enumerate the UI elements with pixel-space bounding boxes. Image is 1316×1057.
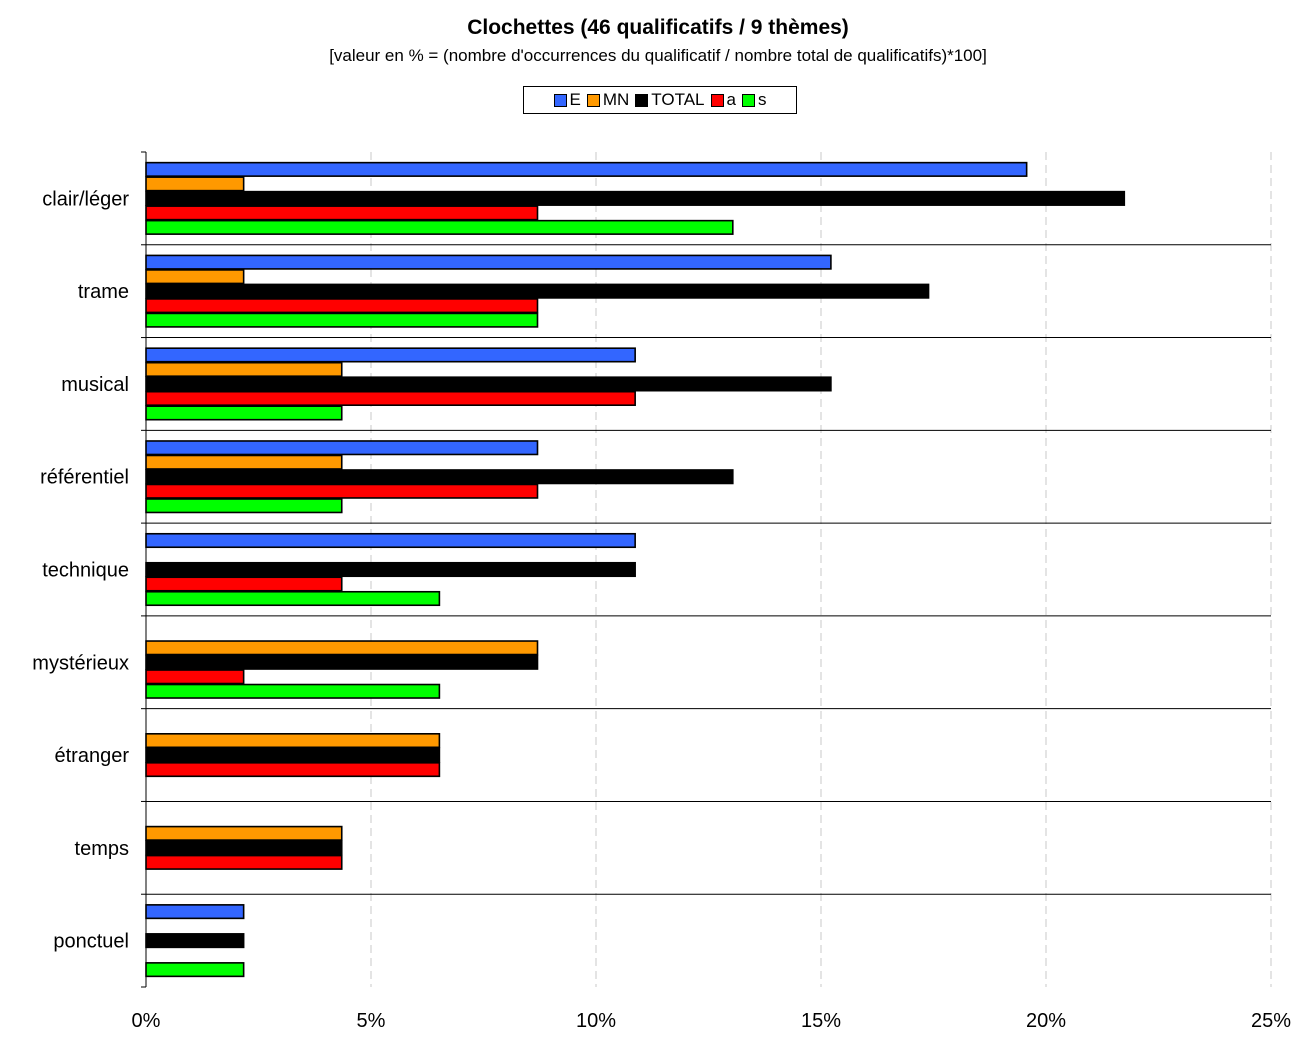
bar-mn-0 [145,176,245,192]
legend-item-total: TOTAL [635,90,705,110]
bar-e-4 [145,532,636,549]
bar-e-8 [145,904,245,920]
bar-total-6 [145,747,441,763]
bar-total-3 [145,469,734,485]
bar-e-0 [145,161,1028,177]
chart-title: Clochettes (46 qualificatifs / 9 thèmes) [467,16,849,39]
category-label: référentiel [40,467,129,489]
legend-item-e: E [553,90,581,110]
bar-a-2 [145,390,636,406]
bar-e-3 [145,440,539,456]
x-tick-label: 5% [357,1010,386,1032]
bar-mn-5 [145,640,539,656]
bar-s-5 [145,683,441,699]
bar-mn-2 [145,361,343,377]
legend-label-mn: MN [602,90,630,109]
bar-s-1 [145,312,539,328]
bar-total-5 [145,654,539,670]
category-label: trame [78,281,129,303]
bar-total-2 [145,376,832,392]
bar-a-6 [145,762,441,778]
legend-swatch-total [635,93,649,107]
bar-s-4 [145,590,441,607]
bar-mn-1 [145,269,245,285]
x-tick-label: 25% [1251,1010,1291,1032]
bar-total-0 [145,190,1126,206]
legend-swatch-e [553,93,567,107]
category-label: temps [75,838,129,860]
category-label: mystérieux [32,652,129,674]
legend-label-e: E [569,90,581,109]
bar-total-1 [145,283,930,299]
legend-item-mn: MN [586,90,630,110]
legend-item-s: s [741,90,767,110]
legend-label-a: a [726,90,736,109]
category-label: clair/léger [42,188,129,210]
legend-item-a: a [710,90,736,110]
category-label: technique [42,560,129,582]
bar-s-3 [145,498,343,514]
bar-mn-6 [145,733,441,749]
bar-s-0 [145,219,734,235]
legend-label-s: s [757,90,767,109]
legend-label-total: TOTAL [651,90,705,109]
x-tick-label: 15% [801,1010,841,1032]
category-label: étranger [55,745,130,767]
legend-swatch-a [710,93,724,107]
x-tick-label: 10% [576,1010,616,1032]
legend-swatch-mn [586,93,600,107]
bar-a-5 [145,669,245,685]
bar-a-7 [145,854,343,870]
bar-s-8 [145,962,245,978]
bar-a-3 [145,483,539,499]
category-label: musical [61,374,129,396]
category-label: ponctuel [53,931,129,953]
bar-a-1 [145,298,539,314]
bar-total-8 [145,933,245,949]
chart-legend: E MN TOTAL a s [523,86,797,114]
legend-swatch-s [741,93,755,107]
bar-mn-3 [145,454,343,470]
bar-a-0 [145,205,539,221]
bar-e-1 [145,254,832,270]
x-tick-label: 0% [132,1010,161,1032]
bar-total-7 [145,840,343,856]
x-tick-label: 20% [1026,1010,1066,1032]
bar-e-2 [145,347,636,363]
bar-mn-7 [145,825,343,841]
chart-subtitle: [valeur en % = (nombre d'occurrences du … [329,46,987,65]
bar-s-2 [145,405,343,421]
bar-a-4 [145,576,343,592]
bar-total-4 [145,561,636,578]
